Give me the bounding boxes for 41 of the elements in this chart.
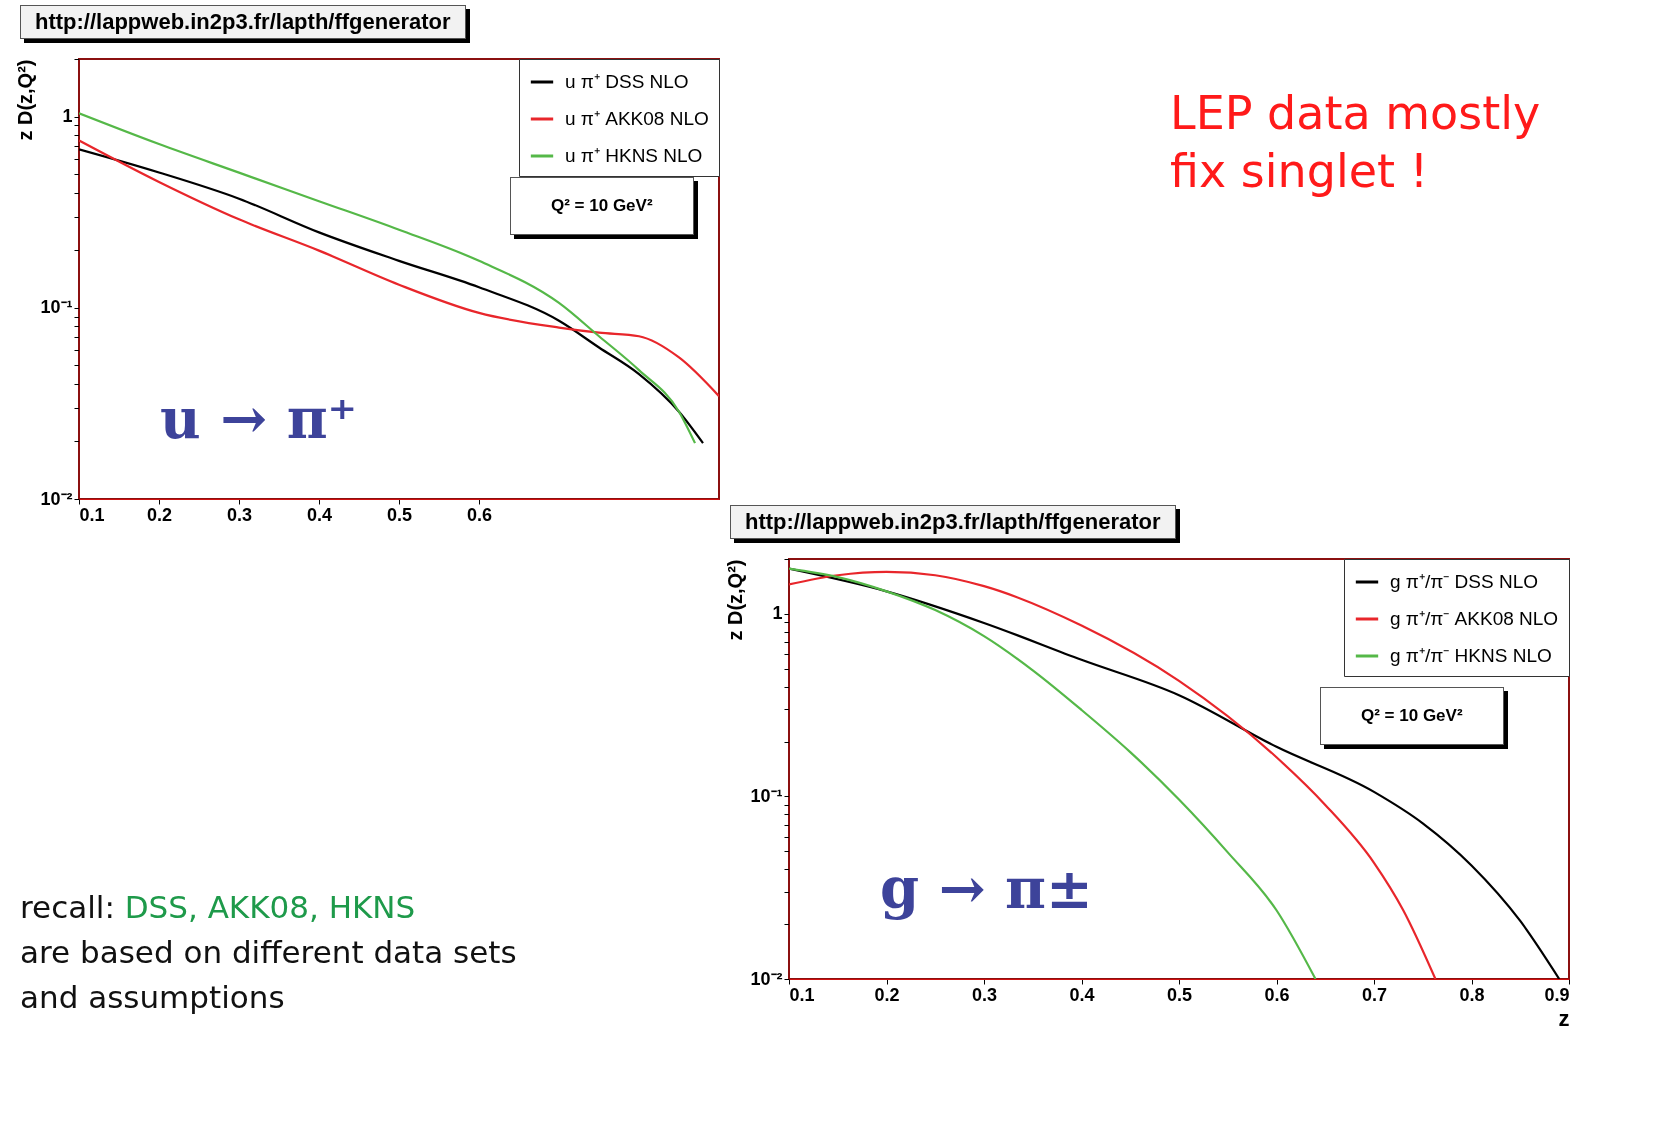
line-series [789,567,1317,979]
x-tick-label: 0.5 [1166,984,1193,1005]
legend-label: g π⁺/π⁻ DSS NLO [1390,571,1539,592]
y-tick-label: 1 [772,603,783,624]
x-tick-label: 0.6 [466,504,493,525]
x-tick-label: 0.1 [789,984,815,1005]
x-tick-label: 0.3 [971,984,998,1005]
x-tick-label: 0.8 [1459,984,1485,1005]
annotation: u → π⁺ [160,385,358,451]
line-series [79,139,719,398]
x-axis-title: z [1558,1005,1570,1031]
x-tick-label: 0.1 [79,504,105,525]
y-axis-title: z D(z,Q²) [14,59,37,141]
annotation: Q² = 10 GeV² [1320,687,1504,745]
legend-label: u π⁺ DSS NLO [565,71,689,92]
chart-title: http://lappweb.in2p3.fr/lapth/ffgenerator [20,5,466,39]
x-tick-label: 0.6 [1264,984,1290,1005]
x-tick-label: 0.4 [306,504,333,525]
x-tick-label: 0.9 [1544,984,1570,1005]
x-tick-label: 0.7 [1361,984,1388,1005]
legend-label: g π⁺/π⁻ HKNS NLO [1390,645,1552,666]
line-series [789,567,1561,979]
x-tick-label: 0.2 [874,984,900,1005]
y-tick-label: 10⁻¹ [40,297,73,318]
x-tick-label: 0.2 [146,504,173,525]
y-tick-label: 10⁻² [40,488,73,509]
text: recall: DSS, AKK08, HKNS are based on different data sets and assumptions [20,888,517,1017]
chart-title: http://lappweb.in2p3.fr/lapth/ffgenerator [730,505,1176,539]
x-tick-label: 0.5 [386,504,413,525]
annotation: g → π± [880,855,1093,921]
annotation: Q² = 10 GeV² [510,177,694,235]
y-axis-title: z D(z,Q²) [724,559,747,641]
text: LEP data mostly fix singlet ! [1170,85,1541,200]
x-tick-label: 0.3 [226,504,253,525]
y-tick-label: 10⁻¹ [750,785,783,806]
legend-label: u π⁺ AKK08 NLO [565,108,709,129]
y-tick-label: 10⁻² [750,968,783,989]
legend-label: u π⁺ HKNS NLO [565,145,703,166]
x-tick-label: 0.4 [1069,984,1095,1005]
legend-label: g π⁺/π⁻ AKK08 NLO [1390,608,1559,629]
y-tick-label: 1 [62,106,73,127]
